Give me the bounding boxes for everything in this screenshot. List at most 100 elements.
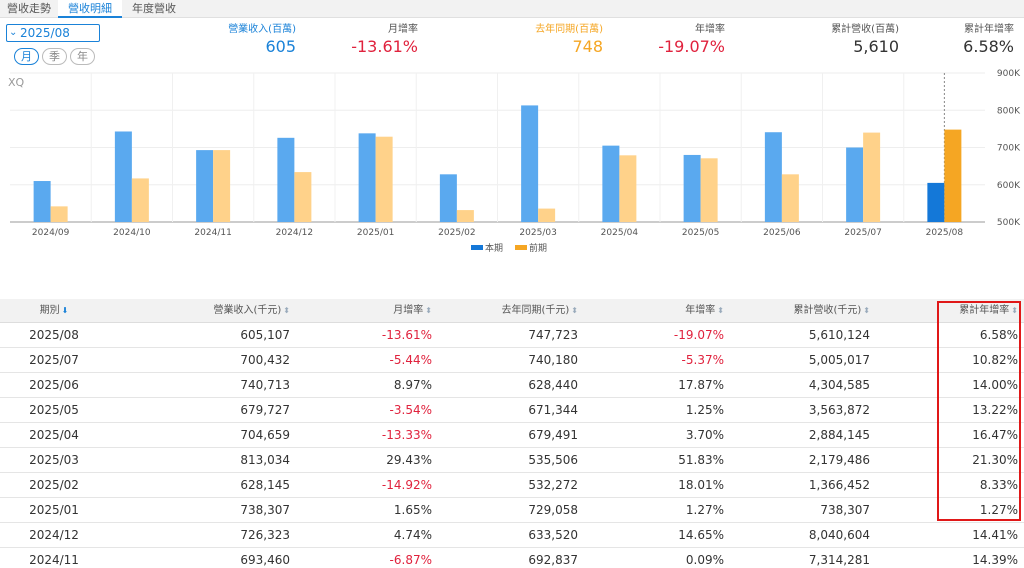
header-cum[interactable]: 累計營收(千元) ⬍ <box>793 305 870 316</box>
tab-revenue-detail[interactable]: 營收明細 <box>58 0 122 18</box>
revenue-table: 期別 ⬇ 營業收入(千元) ⬍ 月增率 ⬍ 去年同期(千元) ⬍ 年增率 ⬍ 累計營收(千… <box>0 299 1024 568</box>
table-cell: 29.43% <box>386 453 432 467</box>
tab-bar: 營收走勢 營收明細 年度營收 <box>0 0 1024 18</box>
x-tick-label: 2025/01 <box>357 228 394 238</box>
x-tick-label: 2024/10 <box>113 228 151 238</box>
x-tick-label: 2025/05 <box>682 228 719 238</box>
table-cell: 8.33% <box>979 478 1018 492</box>
bar-current <box>358 133 376 222</box>
table-cell: 0.09% <box>685 553 724 567</box>
stat-cum-label: 累計營收(百萬) <box>831 24 899 35</box>
table-cell: 813,034 <box>240 453 290 467</box>
chevron-down-icon: ⌄ <box>9 27 18 38</box>
table-cell: 2025/04 <box>29 428 79 442</box>
table-row[interactable]: 2024/11 693,460 -6.87% 692,837 0.09% 7,314,28… <box>0 548 1024 568</box>
header-cum-yoy[interactable]: 累計年增率 ⬍ <box>959 305 1018 316</box>
table-cell: 726,323 <box>240 528 290 542</box>
revenue-bar-chart: XQ 500K 600K 700K 800K 900K 2024/09 2024/10 2024… <box>8 69 1021 254</box>
tab-revenue-trend[interactable]: 營收走勢 <box>7 2 51 15</box>
table-cell: 740,713 <box>240 378 290 392</box>
stat-cum-yoy-label: 累計年增率 <box>964 24 1014 35</box>
table-cell: 51.83% <box>678 453 724 467</box>
bar-previous <box>619 155 637 222</box>
table-cell: 14.65% <box>678 528 724 542</box>
header-revenue[interactable]: 營業收入(千元) ⬍ <box>213 305 290 316</box>
table-row[interactable]: 2025/02 628,145 -14.92% 532,272 18.01% 1,366,… <box>0 473 1024 498</box>
table-cell: 14.39% <box>972 553 1018 567</box>
table-cell: 13.22% <box>972 403 1018 417</box>
freq-month-button[interactable]: 月 <box>14 48 39 65</box>
table-cell: 2,179,486 <box>808 453 870 467</box>
stat-last-year-value: 748 <box>572 37 603 56</box>
x-tick-label: 2025/08 <box>926 228 964 238</box>
freq-quarter-button[interactable]: 季 <box>42 48 67 65</box>
table-cell: 8.97% <box>393 378 432 392</box>
table-cell: 2,884,145 <box>808 428 870 442</box>
table-cell: 2025/01 <box>29 503 79 517</box>
table-cell: 1.27% <box>685 503 724 517</box>
table-cell: 679,727 <box>240 403 290 417</box>
period-select[interactable]: ⌄ 2025/08 <box>6 24 100 42</box>
freq-year-button[interactable]: 年 <box>70 48 95 65</box>
table-cell: 535,506 <box>528 453 578 467</box>
table-cell: 2025/03 <box>29 453 79 467</box>
stat-yoy: 年增率 -19.07% <box>658 20 725 56</box>
stat-cum: 累計營收(百萬) 5,610 <box>831 20 899 56</box>
tab-annual-revenue[interactable]: 年度營收 <box>132 2 176 15</box>
header-yoy[interactable]: 年增率 ⬍ <box>685 305 724 316</box>
table-row[interactable]: 2025/03 813,034 29.43% 535,506 51.83% 2,179,4… <box>0 448 1024 473</box>
bar-current <box>277 137 295 222</box>
x-tick-label: 2024/12 <box>276 228 313 238</box>
table-cell: 4,304,585 <box>808 378 870 392</box>
table-cell: 14.00% <box>972 378 1018 392</box>
x-tick-label: 2025/06 <box>763 228 801 238</box>
table-cell: 605,107 <box>240 328 290 342</box>
stat-cum-yoy: 累計年增率 6.58% <box>963 20 1014 56</box>
table-cell: 2025/02 <box>29 478 79 492</box>
table-cell: 692,837 <box>528 553 578 567</box>
table-cell: 704,659 <box>240 428 290 442</box>
table-row[interactable]: 2025/05 679,727 -3.54% 671,344 1.25% 3,563,87… <box>0 398 1024 423</box>
table-cell: 16.47% <box>972 428 1018 442</box>
table-cell: 1.65% <box>393 503 432 517</box>
table-row[interactable]: 2025/07 700,432 -5.44% 740,180 -5.37% 5,005,0… <box>0 348 1024 373</box>
bar-previous <box>781 174 799 222</box>
stat-revenue: 營業收入(百萬) 605 <box>228 20 296 56</box>
table-row[interactable]: 2024/12 726,323 4.74% 633,520 14.65% 8,040,60… <box>0 523 1024 548</box>
stat-mom: 月增率 -13.61% <box>351 20 418 56</box>
x-tick-label: 2025/03 <box>519 228 556 238</box>
table-cell: 8,040,604 <box>808 528 870 542</box>
x-tick-label: 2025/04 <box>601 228 639 238</box>
table-row[interactable]: 2025/06 740,713 8.97% 628,440 17.87% 4,304,58… <box>0 373 1024 398</box>
stat-yoy-value: -19.07% <box>658 37 725 56</box>
table-row[interactable]: 2025/04 704,659 -13.33% 679,491 3.70% 2,884,1… <box>0 423 1024 448</box>
table-cell: 2024/12 <box>29 528 79 542</box>
table-cell: -14.92% <box>381 478 432 492</box>
y-tick-label: 500K <box>997 218 1021 228</box>
bar-current <box>196 150 214 222</box>
table-row[interactable]: 2025/08 605,107 -13.61% 747,723 -19.07% 5,610… <box>0 323 1024 348</box>
table-cell: 2025/06 <box>29 378 79 392</box>
period-select-value: 2025/08 <box>20 26 70 40</box>
header-mom[interactable]: 月增率 ⬍ <box>393 305 432 316</box>
table-cell: 628,440 <box>528 378 578 392</box>
table-cell: 21.30% <box>972 453 1018 467</box>
table-cell: 5,610,124 <box>808 328 870 342</box>
stat-yoy-label: 年增率 <box>695 24 725 35</box>
x-tick-label: 2025/02 <box>438 228 475 238</box>
header-last-year[interactable]: 去年同期(千元) ⬍ <box>501 305 578 316</box>
bar-previous <box>294 172 312 222</box>
table-cell: 729,058 <box>528 503 578 517</box>
table-row[interactable]: 2025/01 738,307 1.65% 729,058 1.27% 738,307 1.… <box>0 498 1024 523</box>
bar-current <box>439 174 457 222</box>
header-period[interactable]: 期別 ⬇ <box>39 305 69 316</box>
bar-previous <box>538 208 556 222</box>
bar-current <box>846 147 864 222</box>
table-cell: 747,723 <box>528 328 578 342</box>
table-cell: 1,366,452 <box>808 478 870 492</box>
table-cell: 740,180 <box>528 353 578 367</box>
x-tick-label: 2025/07 <box>844 228 881 238</box>
table-cell: 3,563,872 <box>808 403 870 417</box>
stat-mom-label: 月增率 <box>388 24 418 35</box>
y-tick-label: 900K <box>997 69 1021 79</box>
